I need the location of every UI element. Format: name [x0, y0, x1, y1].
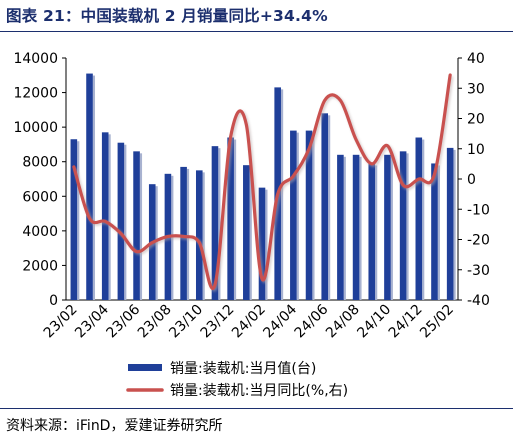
- bar: [258, 187, 266, 300]
- bar-shadow: [77, 141, 80, 300]
- y-right-tick-label: 0: [467, 172, 476, 188]
- y-right-tick-label: 10: [467, 142, 485, 158]
- x-tick-label: 23/02: [41, 302, 81, 342]
- y-left-tick-label: 10000: [13, 120, 58, 136]
- bar: [399, 151, 407, 300]
- y-left-tick-label: 6000: [22, 189, 58, 205]
- bar-shadow: [139, 153, 143, 300]
- y-right-tick-label: -10: [467, 202, 490, 218]
- y-right-tick-label: -40: [467, 293, 490, 309]
- bar: [305, 130, 313, 300]
- x-tick-label: 23/12: [198, 302, 238, 342]
- bar-shadow: [375, 165, 378, 300]
- bar-shadow: [422, 139, 425, 300]
- x-tick-label: 23/06: [104, 301, 144, 341]
- source-note: 资料来源：iFinD，爱建证券研究所: [6, 418, 223, 434]
- bar: [431, 163, 438, 300]
- legend-label-bar: 销量:装载机:当月值(台): [170, 361, 316, 377]
- x-tick-label: 24/02: [229, 302, 269, 342]
- bar: [211, 146, 219, 300]
- legend-label-line: 销量:装载机:当月同比(%,右): [170, 383, 348, 399]
- bar-series: [70, 73, 456, 300]
- bar: [446, 147, 454, 300]
- y-left-tick-label: 4000: [22, 224, 58, 240]
- bar: [415, 137, 423, 300]
- bar-shadow: [92, 75, 96, 300]
- bar-shadow: [406, 153, 409, 300]
- y-right-tick-label: 40: [467, 51, 485, 67]
- x-tick-label: 24/04: [260, 301, 300, 341]
- y-left-tick-label: 12000: [13, 86, 58, 102]
- bar-shadow: [328, 115, 331, 300]
- x-tick-label: 24/06: [292, 301, 332, 341]
- bar-shadow: [218, 148, 221, 300]
- legend-swatch-bar: [128, 364, 162, 371]
- x-tick-label: 23/04: [72, 301, 112, 341]
- bar-shadow: [108, 134, 111, 300]
- y-left-tick-label: 2000: [22, 258, 58, 274]
- bar-shadow: [343, 156, 346, 300]
- bar: [70, 139, 78, 300]
- bar-shadow: [390, 156, 393, 300]
- bar: [86, 73, 93, 300]
- bar: [337, 154, 344, 300]
- bar-shadow: [280, 89, 284, 300]
- bar: [195, 170, 203, 300]
- bar-shadow: [437, 165, 440, 300]
- bar: [352, 154, 360, 300]
- footer-rule: [0, 408, 513, 409]
- line-series: [72, 73, 454, 292]
- bar: [321, 113, 329, 300]
- y-left-tick-label: 14000: [13, 51, 58, 67]
- bar: [133, 151, 140, 300]
- bar-shadow: [202, 172, 205, 300]
- title-rule: [0, 31, 513, 32]
- x-tick-label: 23/08: [135, 302, 175, 342]
- bar-shadow: [233, 139, 237, 300]
- bar-shadow: [296, 132, 299, 300]
- y-right-tick-label: 20: [467, 112, 485, 128]
- bar-shadow: [359, 156, 362, 300]
- x-tick-label: 24/10: [354, 302, 394, 342]
- bar-shadow: [265, 189, 268, 300]
- bar: [384, 154, 391, 300]
- y-right-tick-label: 30: [467, 81, 485, 97]
- bar-shadow: [249, 167, 252, 300]
- bar: [368, 163, 376, 300]
- x-tick-label: 23/10: [166, 302, 206, 342]
- bar: [290, 130, 297, 300]
- bar-shadow: [312, 132, 315, 300]
- chart: 0 2000 4000 6000 8000 10000 12000 14000 -40 -30 -2…: [13, 51, 490, 399]
- y-left-tick-label: 0: [49, 293, 58, 309]
- bar: [227, 137, 234, 300]
- bar: [180, 166, 187, 300]
- bar: [101, 132, 109, 300]
- bar-shadow: [453, 149, 456, 300]
- bar-shadow: [186, 168, 190, 300]
- chart-title: 图表 21：中国装载机 2 月销量同比+34.4%: [6, 7, 328, 25]
- x-tick-label: 24/08: [323, 302, 363, 342]
- bar: [243, 165, 250, 300]
- x-tick-label: 25/02: [417, 302, 457, 342]
- bar-shadow: [124, 144, 127, 300]
- y-right-tick-label: -30: [467, 263, 490, 279]
- x-tick-label: 24/12: [386, 302, 426, 342]
- y-right-tick-label: -20: [467, 233, 490, 249]
- chart-legend: 销量:装载机:当月值(台) 销量:装载机:当月同比(%,右): [126, 361, 348, 399]
- y-left-tick-label: 8000: [22, 155, 58, 171]
- bar: [117, 142, 125, 300]
